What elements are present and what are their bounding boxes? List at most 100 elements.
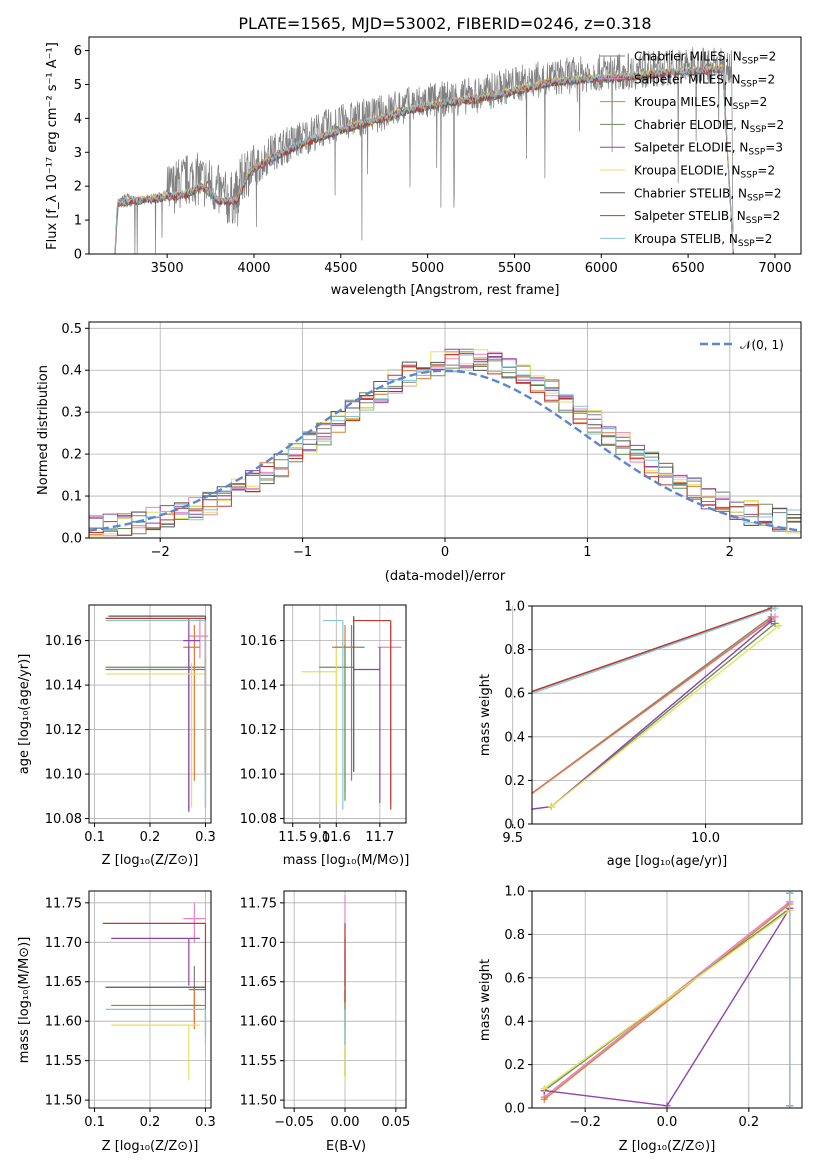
y-tick-label: 4 bbox=[74, 112, 82, 127]
mass-vs-Z-panel: 0.1 0.2 0.311.5011.5511.6011.6511.7011.75 … bbox=[17, 890, 216, 1154]
model-spectrum bbox=[114, 64, 734, 253]
model-spectrum bbox=[114, 64, 734, 254]
age-vs-mass-panel: 11.5 11.6 11.7 10.08 10.10 10.12 10.14 10.16 ma… bbox=[240, 604, 410, 868]
mass-vs-Z-series bbox=[102, 902, 207, 1081]
weight-vs-age-grid bbox=[319, 605, 802, 825]
residuals-xlabel: (data-model)/error bbox=[385, 569, 506, 584]
age-vs-mass-ticks: 11.5 11.6 11.7 10.08 10.10 10.12 10.14 10.16 bbox=[240, 634, 395, 845]
y-tick-label: 0.4 bbox=[504, 730, 525, 745]
weight-vs-Z-ylabel: mass weight bbox=[478, 959, 493, 1041]
spectrum-xlabel: wavelength [Angstrom, rest frame] bbox=[331, 283, 560, 298]
error-bar-point bbox=[323, 619, 344, 810]
y-tick-label: 0.5 bbox=[61, 322, 82, 337]
y-tick-label: 11.75 bbox=[45, 896, 82, 911]
weight-vs-Z-ticks: −0.2 0.0 0.2 0.0 0.2 0.4 0.6 0.8 1.0 bbox=[504, 885, 759, 1131]
residual-histogram bbox=[89, 349, 801, 537]
x-tick-label: 0.3 bbox=[195, 1115, 216, 1130]
weight-marker bbox=[432, 818, 439, 825]
weight-marker bbox=[767, 617, 775, 625]
legend-label: Kroupa ELODIE, NSSP=2 bbox=[634, 164, 775, 181]
x-tick-label: −0.2 bbox=[569, 1115, 601, 1130]
age-vs-Z-ticks: 0.1 0.2 0.3 10.08 10.10 10.12 10.14 10.16 bbox=[45, 634, 216, 845]
age-vs-Z-panel: 0.1 0.2 0.3 10.08 10.10 10.12 10.14 10.16 Z [lo… bbox=[17, 604, 216, 868]
error-bar-point bbox=[183, 625, 200, 781]
mass-vs-Z-ticks: 0.1 0.2 0.3 11.50 11.55 11.60 11.65 11.70 11.75 bbox=[45, 896, 216, 1130]
x-tick-label: 0.3 bbox=[195, 830, 216, 845]
y-tick-label: 2 bbox=[74, 180, 82, 195]
x-tick-label: 4500 bbox=[324, 261, 357, 276]
x-tick-label: 11.5 bbox=[278, 830, 307, 845]
spectrum-frame bbox=[88, 36, 802, 255]
spectrum-ticks: 3500 4000 4500 5000 5500 6000 6500 7000 0 1 2 3 4 5 6 bbox=[74, 44, 792, 276]
error-bar-point bbox=[105, 647, 206, 810]
y-tick-label: 11.65 bbox=[45, 975, 82, 990]
y-tick-label: 10.12 bbox=[240, 723, 277, 738]
age-vs-mass-frame bbox=[283, 604, 407, 824]
weight-line bbox=[532, 607, 776, 695]
x-tick-label: 0.2 bbox=[140, 1115, 161, 1130]
y-tick-label: 10.14 bbox=[45, 679, 82, 694]
x-tick-label: 0.1 bbox=[84, 1115, 105, 1130]
y-tick-label: 11.70 bbox=[45, 936, 82, 951]
legend-label: Chabrier STELIB, NSSP=2 bbox=[634, 186, 782, 203]
weight-vs-age-xlabel: age [log₁₀(age/yr)] bbox=[607, 854, 728, 869]
weight-line bbox=[532, 618, 772, 795]
error-bar-point bbox=[105, 619, 207, 808]
mass-vs-EBV-ticks: −0.05 0.00 0.05 11.50 11.55 11.60 11.65 11.70 11… bbox=[240, 896, 411, 1130]
age-vs-Z-ylabel: age [log₁₀(age/yr)] bbox=[17, 654, 32, 775]
error-bar-point bbox=[353, 619, 392, 810]
residuals-ylabel: Normed distribution bbox=[36, 365, 51, 495]
x-tick-label: 7000 bbox=[758, 261, 791, 276]
age-vs-Z-series bbox=[105, 615, 209, 812]
y-tick-label: 0.0 bbox=[504, 1102, 525, 1117]
x-tick-label: 11.6 bbox=[322, 830, 351, 845]
age-vs-Z-grid bbox=[89, 605, 211, 823]
x-tick-label: 0.0 bbox=[657, 1115, 678, 1130]
y-tick-label: 11.70 bbox=[240, 936, 277, 951]
weight-line bbox=[543, 903, 791, 1100]
y-tick-label: 0 bbox=[74, 248, 82, 263]
x-tick-label: 5000 bbox=[411, 261, 444, 276]
weight-marker bbox=[771, 619, 779, 627]
x-tick-label: 2 bbox=[726, 545, 734, 560]
weight-line bbox=[543, 909, 791, 1090]
y-tick-label: 0.2 bbox=[504, 1058, 525, 1073]
residuals-legend: 𝒩(0, 1) bbox=[700, 338, 784, 352]
y-tick-label: 5 bbox=[74, 78, 82, 93]
weight-marker bbox=[162, 818, 169, 825]
y-tick-label: 0.2 bbox=[61, 448, 82, 463]
y-tick-label: 11.75 bbox=[240, 896, 277, 911]
y-tick-label: 10.16 bbox=[240, 634, 277, 649]
age-vs-mass-xlabel: mass [log₁₀(M/M⊙)] bbox=[283, 853, 410, 868]
x-tick-label: 6500 bbox=[672, 261, 705, 276]
error-bar-point bbox=[188, 965, 206, 1022]
y-tick-label: 0.2 bbox=[504, 774, 525, 789]
error-bar-point bbox=[111, 989, 207, 1037]
weight-vs-Z-panel: −0.2 0.0 0.2 0.0 0.2 0.4 0.6 0.8 1.0 Z [log₁₀(Z/… bbox=[478, 885, 803, 1154]
y-tick-label: 10.10 bbox=[45, 768, 82, 783]
legend-label: Salpeter STELIB, NSSP=2 bbox=[634, 209, 780, 226]
error-bar-point bbox=[105, 617, 207, 775]
x-tick-label: 4000 bbox=[237, 261, 270, 276]
spectrum-series bbox=[114, 47, 734, 254]
model-spectrum bbox=[114, 64, 734, 254]
x-tick-label: 10.0 bbox=[691, 831, 720, 846]
weight-marker bbox=[547, 803, 555, 811]
y-tick-label: 1.0 bbox=[504, 600, 525, 615]
y-tick-label: 0.0 bbox=[504, 818, 525, 833]
error-bar-point bbox=[102, 922, 207, 991]
y-tick-label: 0.4 bbox=[504, 1015, 525, 1030]
weight-marker bbox=[502, 810, 509, 817]
weight-marker bbox=[775, 622, 783, 630]
x-tick-label: 5500 bbox=[498, 261, 531, 276]
spectrum-title: PLATE=1565, MJD=53002, FIBERID=0246, z=0… bbox=[238, 14, 651, 33]
spectrum-panel: 3500 4000 4500 5000 5500 6000 6500 70000123456 … bbox=[45, 36, 802, 298]
error-bar-point bbox=[111, 1024, 200, 1081]
x-tick-label: 6000 bbox=[585, 261, 618, 276]
legend-label: Chabrier MILES, NSSP=2 bbox=[634, 50, 776, 67]
x-tick-label: 9.5 bbox=[502, 831, 523, 846]
mass-vs-EBV-xlabel: E(B-V) bbox=[326, 1139, 366, 1154]
y-tick-label: 6 bbox=[74, 44, 82, 59]
weight-marker bbox=[154, 818, 161, 825]
age-vs-Z-xlabel: Z [log₁₀(Z/Z⊙)] bbox=[102, 853, 199, 868]
